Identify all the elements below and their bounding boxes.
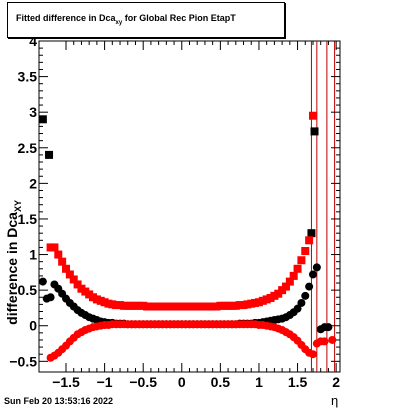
data-point — [46, 293, 55, 302]
axes: −1.5 −1 −0.5 0 0.5 1 1.5 2 −0.5 0 0.5 1 1.5 2 2.5 3 3.5 4 — [9, 33, 340, 390]
data-point — [328, 335, 337, 344]
data-point — [320, 337, 329, 346]
x-tick-label: −0.5 — [129, 374, 157, 390]
data-point — [58, 257, 67, 266]
datestamp: Sun Feb 20 13:53:16 2022 — [4, 396, 114, 406]
data-point — [305, 236, 314, 245]
x-tick-label: −1.5 — [52, 374, 80, 390]
data-point — [310, 127, 319, 136]
x-tick-label: 0.5 — [211, 374, 231, 390]
error-lines — [310, 41, 336, 372]
data-point — [38, 277, 47, 286]
data-point — [307, 229, 316, 238]
data-point — [289, 271, 298, 280]
data-point — [297, 298, 306, 307]
data-point — [54, 250, 63, 259]
y-axis-label: difference in DcaXY — [4, 200, 23, 325]
data-point — [293, 264, 302, 273]
data-point — [324, 323, 333, 332]
y-tick-label: 3 — [29, 104, 37, 120]
data-point — [69, 275, 78, 284]
y-tick-label: 1.5 — [18, 211, 38, 227]
data-point — [293, 304, 302, 313]
data-point — [285, 277, 294, 286]
data-point — [301, 291, 310, 300]
data-point — [50, 243, 59, 252]
x-axis-label: η — [331, 393, 339, 408]
x-tick-label: −1 — [97, 374, 113, 390]
chart-title: Fitted difference in Dcaxy for Global Re… — [16, 13, 236, 26]
data-point — [62, 264, 71, 273]
title-box: Fitted difference in Dcaxy for Global Re… — [7, 2, 285, 38]
x-tick-label: 1.5 — [288, 374, 308, 390]
data-point — [305, 282, 314, 291]
y-tick-label: 4 — [29, 33, 37, 49]
data-point — [297, 256, 306, 265]
x-tick-label: 0 — [178, 374, 186, 390]
data-point — [45, 150, 54, 159]
data-point — [312, 263, 321, 272]
y-tick-label: −0.5 — [9, 353, 37, 369]
data-series — [38, 111, 337, 362]
y-tick-label: 0 — [29, 318, 37, 334]
x-tick-label: 1 — [255, 374, 263, 390]
data-point — [308, 111, 317, 120]
y-tick-label: 1 — [29, 247, 37, 263]
data-point — [73, 280, 82, 289]
data-point — [308, 270, 317, 279]
x-tick-label: 2 — [332, 374, 340, 390]
y-tick-label: 2.5 — [18, 140, 38, 156]
data-point — [281, 282, 290, 291]
y-tick-label: 2 — [29, 175, 37, 191]
data-point — [65, 270, 74, 279]
y-tick-label: 3.5 — [18, 69, 38, 85]
data-point — [301, 246, 310, 255]
data-point — [308, 350, 317, 359]
y-tick-label: 0.5 — [18, 282, 38, 298]
